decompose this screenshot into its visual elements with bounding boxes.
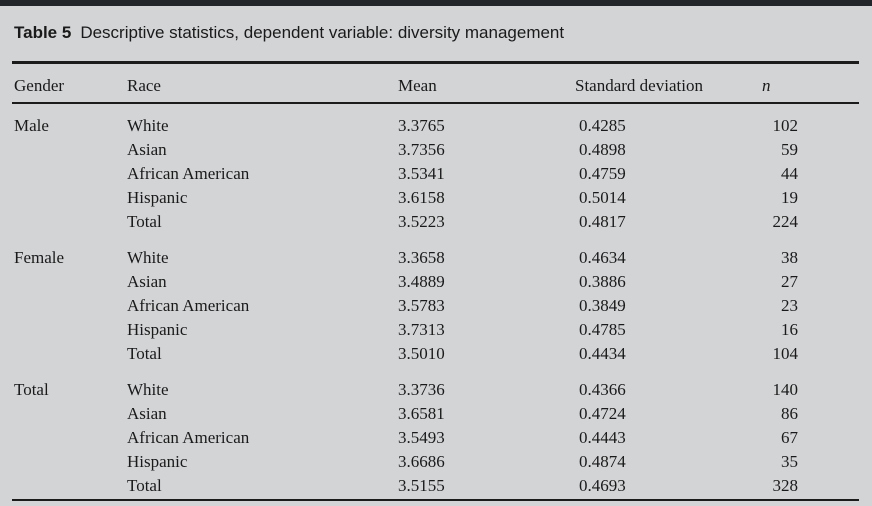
table-row: Asian 3.6581 0.4724 86: [0, 402, 872, 426]
table-header-row: Gender Race Mean Standard deviation n: [0, 74, 872, 98]
race-cell: White: [127, 248, 169, 267]
table-row: African American 3.5783 0.3849 23: [0, 294, 872, 318]
sd-cell: 0.4874: [579, 452, 626, 471]
gender-cell: Female: [14, 248, 65, 267]
table-row: Total 3.5223 0.4817 224: [0, 210, 872, 234]
n-cell: 328: [772, 476, 799, 495]
mean-cell: 3.6158: [398, 188, 445, 207]
column-header-gender: Gender: [14, 76, 65, 95]
race-cell: African American: [127, 296, 250, 315]
mean-cell: 3.5783: [398, 296, 445, 315]
table-row: African American 3.5341 0.4759 44: [0, 162, 872, 186]
rule-below-header: [12, 102, 859, 104]
sd-cell: 0.4724: [579, 404, 626, 423]
n-cell: 38: [781, 248, 798, 267]
race-cell: Total: [127, 344, 162, 363]
column-header-standard-deviation: Standard deviation: [575, 76, 703, 95]
sd-cell: 0.4898: [579, 140, 626, 159]
table-row: African American 3.5493 0.4443 67: [0, 426, 872, 450]
page-top-edge-bar: [0, 0, 872, 6]
table-row: Hispanic 3.6158 0.5014 19: [0, 186, 872, 210]
mean-cell: 3.3765: [398, 116, 445, 135]
column-header-n: n: [762, 76, 771, 95]
table-body: Male White 3.3765 0.4285 102 Asian 3.7356 0.489…: [0, 114, 872, 506]
sd-cell: 0.4366: [579, 380, 626, 399]
table-row: Female White 3.3658 0.4634 38: [0, 246, 872, 270]
table-section: Male White 3.3765 0.4285 102 Asian 3.7356 0.489…: [0, 114, 872, 234]
table-row: Asian 3.4889 0.3886 27: [0, 270, 872, 294]
rule-above-header: [12, 61, 859, 64]
race-cell: Total: [127, 476, 162, 495]
sd-cell: 0.4285: [579, 116, 626, 135]
race-cell: Hispanic: [127, 188, 188, 207]
column-header-mean: Mean: [398, 76, 437, 95]
sd-cell: 0.3849: [579, 296, 626, 315]
n-cell: 86: [781, 404, 798, 423]
sd-cell: 0.4443: [579, 428, 626, 447]
n-cell: 104: [772, 344, 799, 363]
table-row: Male White 3.3765 0.4285 102: [0, 114, 872, 138]
table-section: Female White 3.3658 0.4634 38 Asian 3.4889 0.38…: [0, 246, 872, 366]
n-cell: 140: [772, 380, 799, 399]
race-cell: Asian: [127, 140, 167, 159]
mean-cell: 3.6581: [398, 404, 445, 423]
sd-cell: 0.4785: [579, 320, 626, 339]
n-cell: 44: [781, 164, 798, 183]
sd-cell: 0.3886: [579, 272, 626, 291]
table-row: Total White 3.3736 0.4366 140: [0, 378, 872, 402]
n-cell: 16: [781, 320, 798, 339]
table-caption: Table 5 Descriptive statistics, dependent…: [14, 23, 564, 43]
table-row: Total 3.5155 0.4693 328: [0, 474, 872, 498]
race-cell: Hispanic: [127, 452, 188, 471]
mean-cell: 3.3736: [398, 380, 445, 399]
race-cell: Hispanic: [127, 320, 188, 339]
mean-cell: 3.5493: [398, 428, 445, 447]
mean-cell: 3.7313: [398, 320, 445, 339]
gender-cell: Male: [14, 116, 49, 135]
mean-cell: 3.5223: [398, 212, 445, 231]
sd-cell: 0.4634: [579, 248, 626, 267]
table-row: Asian 3.7356 0.4898 59: [0, 138, 872, 162]
table-row: Total 3.5010 0.4434 104: [0, 342, 872, 366]
race-cell: White: [127, 380, 169, 399]
table-caption-text: Descriptive statistics, dependent variab…: [80, 23, 565, 42]
n-cell: 59: [781, 140, 798, 159]
mean-cell: 3.5341: [398, 164, 445, 183]
mean-cell: 3.5010: [398, 344, 445, 363]
n-cell: 35: [781, 452, 798, 471]
sd-cell: 0.4693: [579, 476, 626, 495]
n-cell: 67: [781, 428, 798, 447]
rule-bottom: [12, 499, 859, 501]
sd-cell: 0.5014: [579, 188, 626, 207]
race-cell: Total: [127, 212, 162, 231]
race-cell: White: [127, 116, 169, 135]
race-cell: African American: [127, 428, 250, 447]
mean-cell: 3.6686: [398, 452, 445, 471]
race-cell: Asian: [127, 404, 167, 423]
mean-cell: 3.5155: [398, 476, 445, 495]
n-cell: 27: [781, 272, 798, 291]
table-section: Total White 3.3736 0.4366 140 Asian 3.6581 0.47…: [0, 378, 872, 498]
mean-cell: 3.3658: [398, 248, 445, 267]
mean-cell: 3.7356: [398, 140, 445, 159]
mean-cell: 3.4889: [398, 272, 445, 291]
column-header-race: Race: [127, 76, 161, 95]
sd-cell: 0.4759: [579, 164, 626, 183]
n-cell: 224: [772, 212, 799, 231]
race-cell: Asian: [127, 272, 167, 291]
table-number-label: Table 5: [14, 23, 72, 42]
n-cell: 102: [772, 116, 799, 135]
table-row: Hispanic 3.7313 0.4785 16: [0, 318, 872, 342]
race-cell: African American: [127, 164, 250, 183]
n-cell: 19: [781, 188, 798, 207]
table-row: Hispanic 3.6686 0.4874 35: [0, 450, 872, 474]
sd-cell: 0.4434: [579, 344, 626, 363]
n-cell: 23: [781, 296, 798, 315]
gender-cell: Total: [14, 380, 49, 399]
sd-cell: 0.4817: [579, 212, 626, 231]
